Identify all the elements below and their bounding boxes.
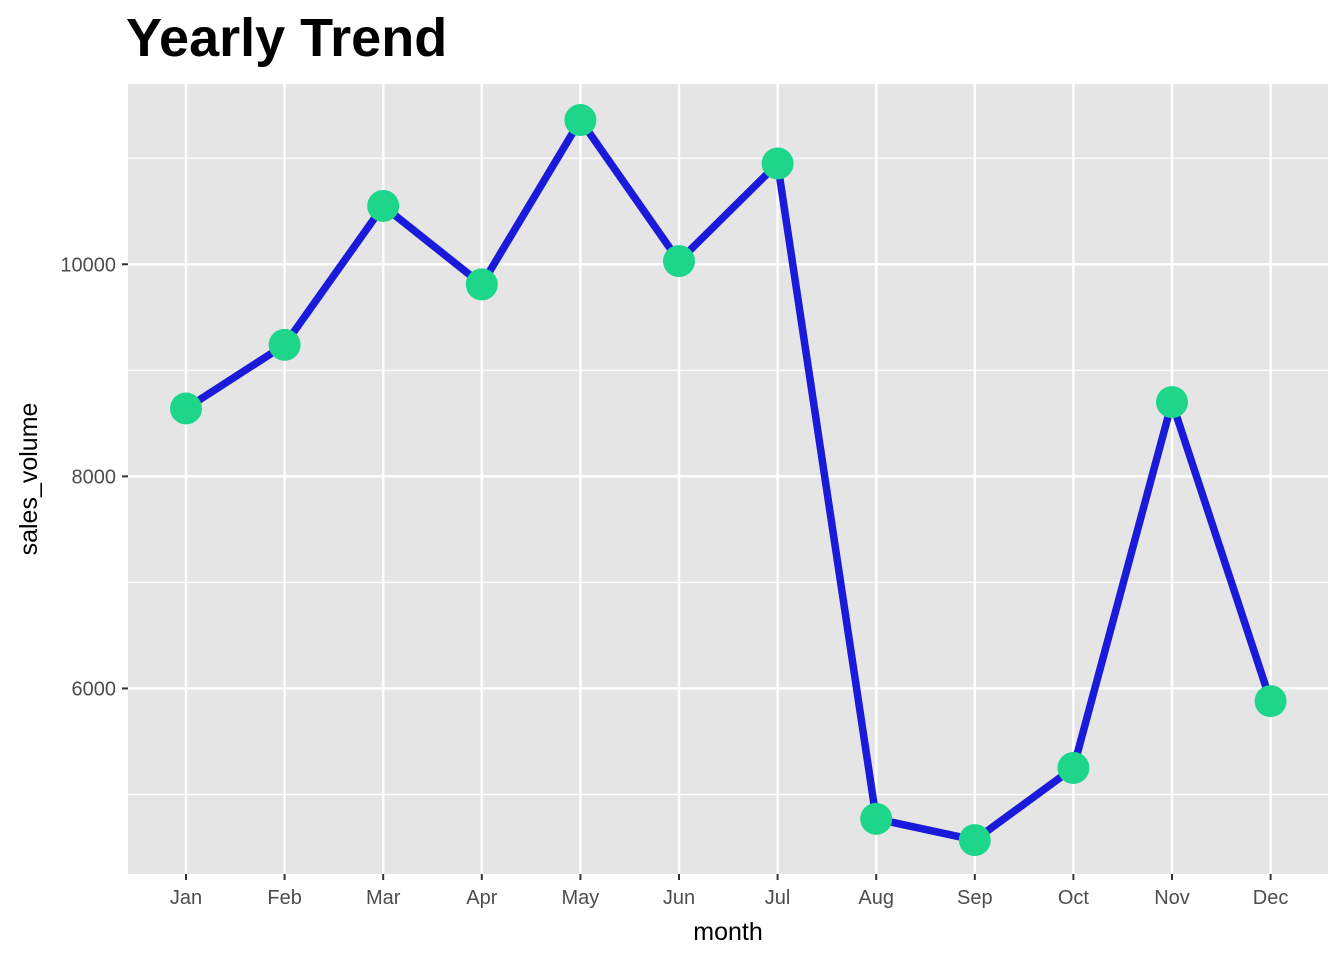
data-point (268, 328, 301, 361)
x-tick-label: Jan (170, 887, 202, 909)
data-point (367, 189, 400, 222)
x-tick-label: Jul (765, 887, 791, 909)
y-axis-title: sales_volume (15, 403, 43, 556)
y-tick-label: 6000 (72, 678, 117, 700)
x-axis-title: month (693, 918, 762, 946)
data-point (1156, 386, 1188, 419)
x-tick-label: Jun (663, 887, 695, 909)
x-tick-label: Dec (1253, 887, 1289, 909)
chart-title: Yearly Trend (126, 8, 448, 68)
y-tick-label: 8000 (72, 466, 117, 488)
data-point (465, 268, 498, 301)
data-point (761, 147, 794, 180)
y-tick-labels: 6000 8000 10000 (60, 254, 116, 700)
data-point (1057, 751, 1090, 784)
x-tick-labels: Jan Feb Mar Apr May Jun Jul Aug Sep Oct Nov Dec (170, 887, 1289, 909)
series-points-layer (170, 104, 1287, 857)
data-point (958, 824, 991, 857)
data-point (564, 104, 597, 137)
series-line-layer (182, 116, 1275, 844)
minor-gridlines (128, 157, 1328, 796)
x-tick-label: Aug (858, 887, 894, 909)
data-point (860, 802, 893, 835)
x-tick-label: Apr (466, 887, 497, 909)
data-point (170, 392, 202, 425)
x-tick-label: May (562, 887, 600, 909)
x-tick-label: Oct (1058, 887, 1090, 909)
axis-ticks (122, 263, 1272, 880)
x-tick-label: Mar (366, 887, 401, 909)
y-tick-label: 10000 (60, 254, 116, 276)
x-tick-label: Nov (1154, 887, 1190, 909)
series-line (182, 116, 1275, 844)
major-gridlines (128, 84, 1328, 874)
data-point (1254, 685, 1287, 718)
data-point (663, 245, 695, 278)
x-tick-label: Feb (267, 887, 301, 909)
x-tick-label: Sep (957, 887, 993, 909)
